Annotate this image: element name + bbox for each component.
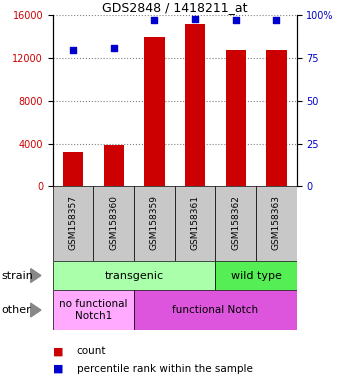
Bar — [225, 50, 246, 186]
Point — [273, 17, 279, 23]
Bar — [134, 290, 297, 330]
Bar — [185, 24, 205, 186]
Text: transgenic: transgenic — [105, 270, 164, 281]
Text: no functional
Notch1: no functional Notch1 — [59, 299, 128, 321]
Bar — [216, 261, 297, 290]
Point — [111, 45, 117, 51]
Point — [233, 17, 238, 23]
Bar — [175, 186, 216, 261]
Bar — [134, 186, 175, 261]
Bar — [93, 186, 134, 261]
Text: ■: ■ — [53, 364, 67, 374]
Point — [71, 46, 76, 53]
Text: GSM158362: GSM158362 — [231, 195, 240, 250]
Bar — [104, 145, 124, 186]
Text: functional Notch: functional Notch — [172, 305, 258, 315]
Text: wild type: wild type — [231, 270, 281, 281]
Text: GSM158363: GSM158363 — [272, 195, 281, 250]
Bar — [266, 50, 286, 186]
Bar — [53, 261, 216, 290]
Point — [192, 16, 198, 22]
Text: GSM158361: GSM158361 — [191, 195, 199, 250]
Bar — [53, 186, 93, 261]
Text: ■: ■ — [53, 346, 67, 356]
Bar — [53, 290, 134, 330]
Title: GDS2848 / 1418211_at: GDS2848 / 1418211_at — [102, 1, 248, 14]
Text: count: count — [77, 346, 106, 356]
Bar — [144, 37, 165, 186]
Text: GSM158360: GSM158360 — [109, 195, 118, 250]
Point — [152, 17, 157, 23]
Bar — [216, 186, 256, 261]
Text: strain: strain — [2, 270, 33, 281]
Bar — [63, 152, 83, 186]
Text: GSM158359: GSM158359 — [150, 195, 159, 250]
Text: other: other — [2, 305, 31, 315]
Text: percentile rank within the sample: percentile rank within the sample — [77, 364, 253, 374]
Bar — [256, 186, 297, 261]
Text: GSM158357: GSM158357 — [69, 195, 78, 250]
